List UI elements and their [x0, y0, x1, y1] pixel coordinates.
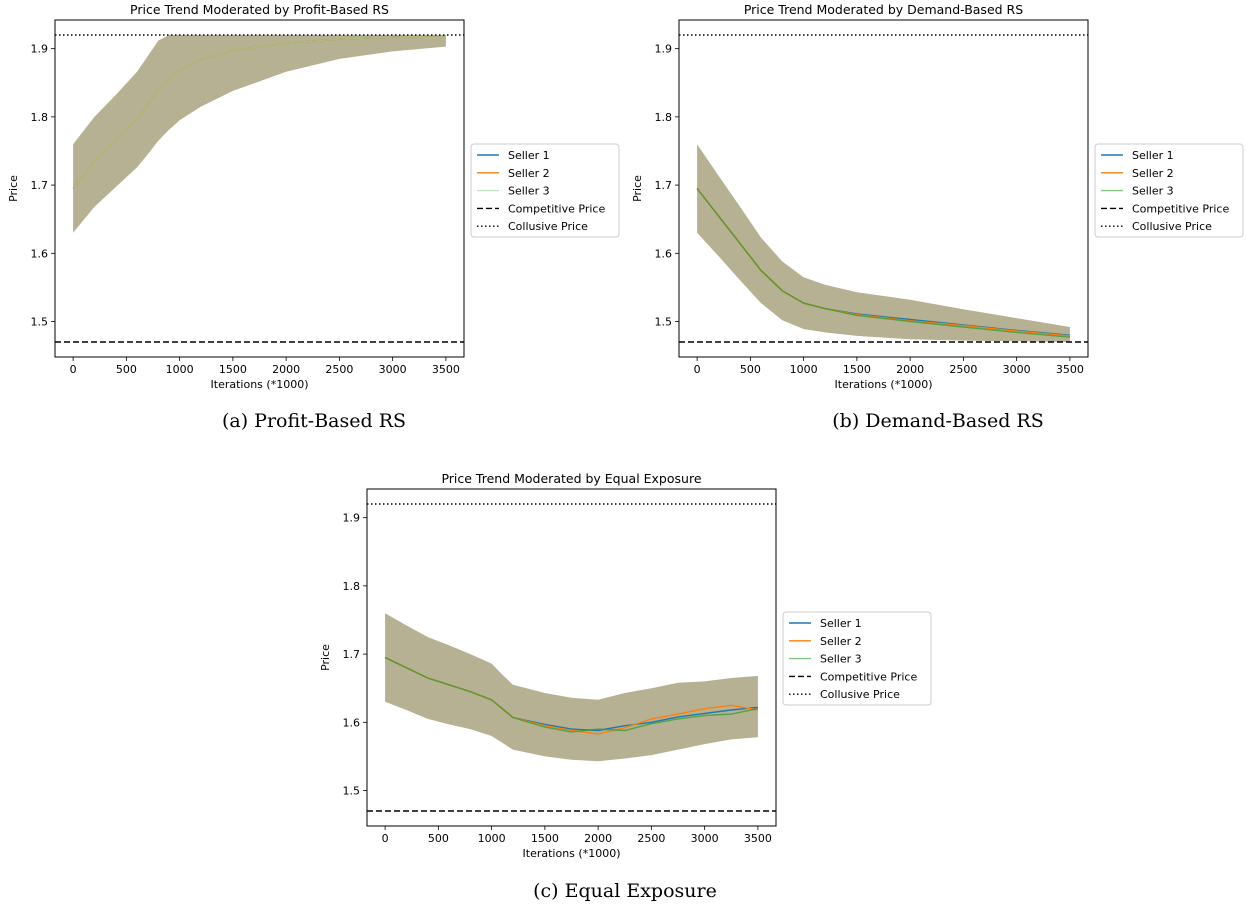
x-tick-label: 0: [382, 832, 389, 845]
y-axis-label: Price: [631, 175, 644, 202]
x-tick-label: 3000: [691, 832, 719, 845]
x-tick-label: 2500: [949, 363, 977, 376]
legend-label: Collusive Price: [508, 220, 588, 233]
y-tick-label: 1.7: [343, 648, 361, 661]
x-tick-label: 2000: [896, 363, 924, 376]
x-tick-label: 3500: [744, 832, 772, 845]
legend-label: Seller 1: [1132, 149, 1174, 162]
y-tick-label: 1.8: [31, 111, 49, 124]
chart-svg: 0 500 1000 1500 2000 2500 3000 3500 1.5 1.6 1.7 1.8…: [7, 2, 620, 391]
y-tick-label: 1.6: [31, 247, 49, 260]
legend-label: Competitive Price: [508, 202, 605, 215]
x-tick-label: 1000: [166, 363, 194, 376]
y-tick-label: 1.9: [31, 43, 49, 56]
x-tick-label: 3500: [1056, 363, 1084, 376]
chart-profit-based: 0 500 1000 1500 2000 2500 3000 3500 1.5 1.6 1.7 1.8…: [0, 0, 640, 400]
x-axis-label: Iterations (*1000): [835, 378, 933, 391]
x-tick-label: 500: [116, 363, 137, 376]
axes-frame: [54, 19, 465, 358]
legend-label: Seller 3: [508, 185, 550, 198]
series-line-seller-3: [384, 656, 759, 733]
legend-box: [1094, 143, 1244, 238]
x-tick-label: 1500: [531, 832, 559, 845]
x-axis-label: Iterations (*1000): [211, 378, 309, 391]
x-tick-label: 0: [694, 363, 701, 376]
x-tick-label: 2500: [637, 832, 665, 845]
x-tick-label: 2000: [584, 832, 612, 845]
x-tick-label: 3000: [1003, 363, 1031, 376]
x-tick-label: 500: [428, 832, 449, 845]
y-tick-label: 1.5: [343, 785, 361, 798]
caption-equal-exposure: (c) Equal Exposure: [533, 880, 717, 902]
y-tick-label: 1.6: [343, 716, 361, 729]
y-tick-label: 1.7: [31, 179, 49, 192]
y-tick-label: 1.7: [655, 179, 673, 192]
legend-label: Seller 2: [1132, 167, 1174, 180]
legend-label: Competitive Price: [1132, 202, 1229, 215]
x-tick-label: 1500: [219, 363, 247, 376]
legend: Seller 1 Seller 2 Seller 3 Competitive Pric…: [1094, 143, 1244, 238]
series-line-seller-3: [72, 35, 446, 189]
legend-label: Collusive Price: [1132, 220, 1212, 233]
y-tick-label: 1.5: [31, 316, 49, 329]
x-tick-label: 1000: [478, 832, 506, 845]
plot-area: [55, 34, 464, 343]
x-tick-label: 2000: [272, 363, 300, 376]
x-tick-label: 1500: [843, 363, 871, 376]
y-tick-label: 1.5: [655, 316, 673, 329]
y-tick-label: 1.8: [655, 111, 673, 124]
x-tick-label: 2500: [325, 363, 353, 376]
legend-label: Seller 3: [820, 653, 862, 666]
confidence-band: [73, 35, 446, 233]
legend-box: [470, 143, 620, 238]
legend-label: Competitive Price: [820, 670, 917, 683]
x-tick-label: 1000: [790, 363, 818, 376]
x-tick-label: 0: [70, 363, 77, 376]
plot-area: [367, 503, 776, 812]
confidence-band: [697, 144, 1070, 342]
chart-title: Price Trend Moderated by Profit-Based RS: [130, 2, 389, 17]
chart-title: Price Trend Moderated by Demand-Based RS: [744, 2, 1023, 17]
y-tick-label: 1.6: [655, 247, 673, 260]
x-tick-label: 3500: [432, 363, 460, 376]
confidence-band: [385, 613, 758, 762]
caption-demand-based: (b) Demand-Based RS: [832, 410, 1044, 432]
legend-box: [782, 611, 932, 706]
legend-label: Seller 3: [1132, 185, 1174, 198]
chart-svg: 0 500 1000 1500 2000 2500 3000 3500 1.5 1.6 1.7 1.8…: [319, 471, 932, 860]
legend-label: Seller 1: [820, 617, 862, 630]
chart-svg: 0 500 1000 1500 2000 2500 3000 3500 1.5 1.6 1.7 1.8…: [631, 2, 1244, 391]
legend: Seller 1 Seller 2 Seller 3 Competitive Pric…: [470, 143, 620, 238]
chart-equal-exposure: 0 500 1000 1500 2000 2500 3000 3500 1.5 1.6 1.7 1.8…: [319, 471, 932, 860]
y-axis-label: Price: [319, 644, 332, 671]
axes-frame: [366, 488, 777, 827]
y-tick-label: 1.8: [343, 580, 361, 593]
legend-label: Collusive Price: [820, 688, 900, 701]
legend-label: Seller 2: [508, 167, 550, 180]
x-tick-label: 500: [740, 363, 761, 376]
axes-frame: [678, 19, 1089, 358]
legend-label: Seller 2: [820, 635, 862, 648]
y-axis-label: Price: [7, 175, 20, 202]
caption-profit-based: (a) Profit-Based RS: [221, 410, 407, 432]
x-axis-label: Iterations (*1000): [523, 847, 621, 860]
x-tick-label: 3000: [379, 363, 407, 376]
plot-area: [679, 34, 1088, 343]
legend-label: Seller 1: [508, 149, 550, 162]
series-line-seller-3: [696, 188, 1070, 338]
y-tick-label: 1.9: [343, 512, 361, 525]
chart-demand-based: 0 500 1000 1500 2000 2500 3000 3500 1.5 1.6 1.7 1.8…: [0, 0, 1247, 400]
legend: Seller 1 Seller 2 Seller 3 Competitive Pric…: [782, 611, 932, 706]
chart-title: Price Trend Moderated by Equal Exposure: [441, 471, 701, 486]
y-tick-label: 1.9: [655, 43, 673, 56]
